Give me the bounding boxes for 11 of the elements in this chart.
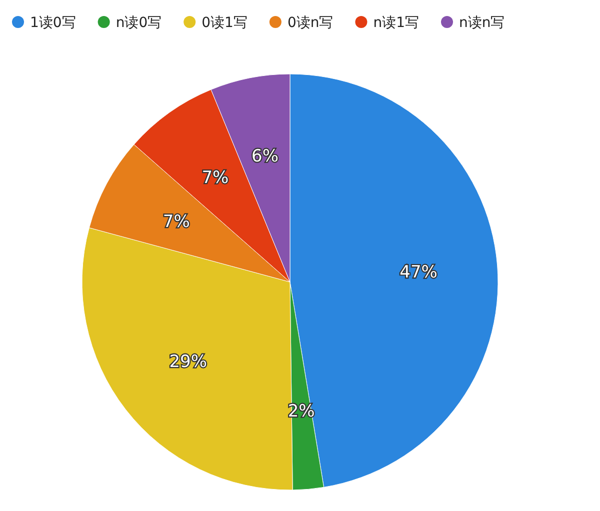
legend-label: 0读n写 [287, 15, 334, 31]
data-label: 6% [252, 146, 279, 166]
data-label: 7% [202, 168, 229, 188]
legend-label: 0读1写 [202, 15, 248, 31]
data-label: 29% [169, 352, 207, 372]
data-label: 47% [400, 262, 438, 282]
legend-label: n读1写 [373, 15, 419, 31]
legend-label: 1读0写 [30, 15, 76, 31]
data-label: 7% [162, 212, 190, 232]
legend-label: n读n写 [459, 15, 505, 31]
legend-label: n读0写 [116, 15, 162, 31]
